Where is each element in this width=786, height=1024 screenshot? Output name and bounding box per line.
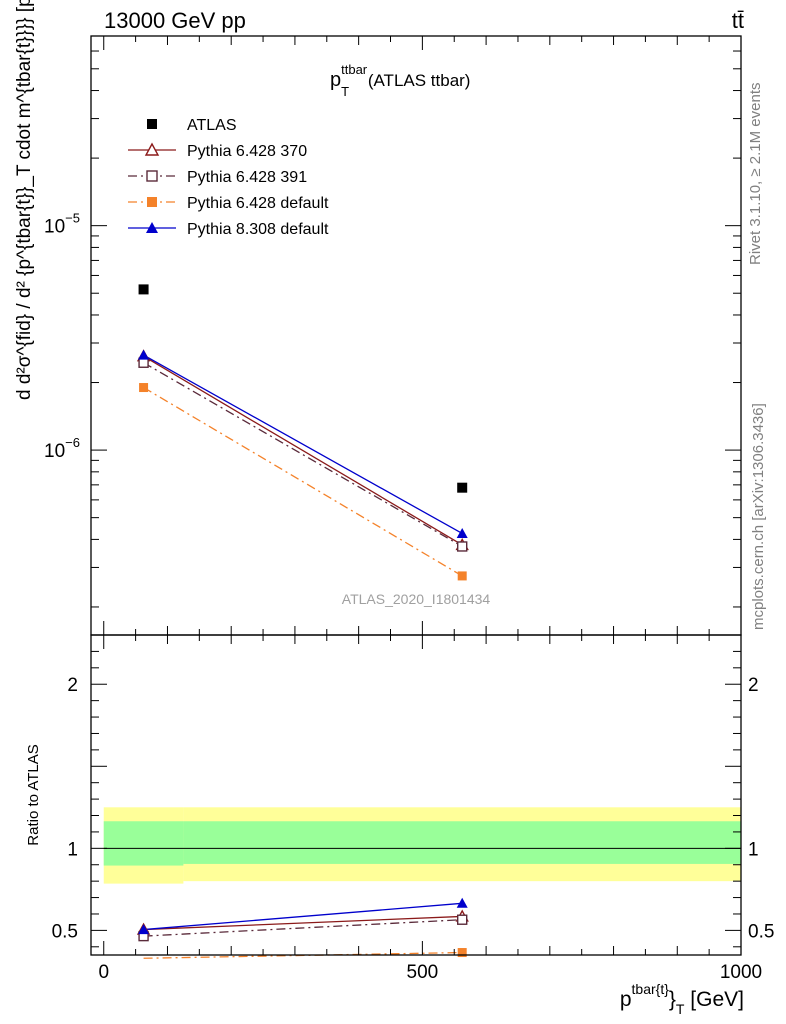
- legend-marker-atlas: [147, 119, 157, 129]
- main-line-pythia-6-428-370: [143, 355, 463, 546]
- main-y-tick-label: 10−5: [44, 211, 80, 238]
- legend-marker-pythia-6-428-391: [146, 170, 158, 182]
- header-right: tt̄: [732, 8, 744, 33]
- x-tick-label: 0: [98, 962, 109, 983]
- ratio-point-pythia-8-308-default: [138, 924, 150, 935]
- legend-marker-pythia-6-428-370: [144, 142, 160, 156]
- main-title-sup: ttbar: [341, 62, 368, 77]
- ratio-y-tick-label: 1: [67, 839, 78, 860]
- ratio-point-pythia-6-428-default: [457, 948, 467, 958]
- main-point-atlas: [457, 482, 468, 493]
- main-y-tick-label: 10−6: [44, 435, 80, 462]
- main-point-pythia-6-428-default: [139, 383, 149, 393]
- legend-label-atlas: ATLAS: [187, 117, 237, 134]
- ratio-band-green-1: [183, 821, 741, 864]
- ratio-uncertainty-bands: [103, 807, 741, 884]
- main-point-pythia-8-308-default: [138, 349, 150, 360]
- ratio-y-axis-label: Ratio to ATLAS: [25, 744, 42, 845]
- main-title: pttbar T (ATLAS ttbar): [330, 62, 470, 99]
- ratio-line-pythia-6-428-370: [143, 915, 463, 931]
- x-axis-label: ptbar{t}}T [GeV]: [620, 981, 744, 1017]
- x-tick-label: 1000: [720, 962, 762, 983]
- axes: 10−5 10−6 0 500 1000 0.5 0.5 1 1 2 2: [44, 35, 774, 983]
- x-tick-label: 500: [407, 962, 439, 983]
- legend-label-pythia-8-308-default: Pythia 8.308 default: [187, 221, 329, 238]
- legend-label-pythia-6-428-391: Pythia 6.428 391: [187, 169, 307, 186]
- main-title-sub: T: [341, 84, 349, 99]
- main-title-p: p: [330, 69, 341, 91]
- ratio-series-lines: [143, 902, 463, 959]
- ratio-y-tick-label-right: 0.5: [748, 921, 774, 942]
- legend-marker-pythia-6-428-default: [147, 197, 157, 207]
- main-point-pythia-8-308-default: [456, 527, 468, 538]
- main-point-atlas: [138, 284, 149, 295]
- ratio-y-tick-label-right: 2: [748, 675, 759, 696]
- x-axis-label-sup: tbar{t}: [632, 981, 670, 997]
- main-point-pythia-6-428-default: [457, 571, 467, 581]
- legend-marker-pythia-8-308-default: [146, 222, 158, 233]
- ratio-y-tick-label: 2: [67, 675, 78, 696]
- analysis-label: ATLAS_2020_I1801434: [342, 591, 491, 607]
- ratio-point-pythia-8-308-default: [456, 897, 468, 908]
- ratio-band-green-0: [103, 821, 184, 866]
- x-axis-label-brace: }: [669, 988, 676, 1011]
- main-y-axis-label: d d²σ^{fid} / d² {p^{tbar{t}}_T cdot m^{…: [14, 0, 35, 400]
- main-line-pythia-6-428-391: [143, 362, 463, 548]
- ratio-point-pythia-6-428-391: [457, 914, 468, 925]
- ratio-y-tick-label-right: 1: [748, 839, 759, 860]
- main-series-markers: [136, 284, 469, 581]
- ratio-line-pythia-8-308-default: [143, 902, 463, 931]
- legend: ATLAS Pythia 6.428 370 Pythia 6.428 391 Pyt…: [128, 117, 329, 238]
- ratio-y-tick-label: 0.5: [52, 921, 78, 942]
- x-axis-label-sub: T: [676, 1001, 685, 1017]
- header-left: 13000 GeV pp: [104, 8, 246, 33]
- legend-label-pythia-6-428-370: Pythia 6.428 370: [187, 143, 307, 160]
- main-line-pythia-6-428-default: [143, 386, 463, 577]
- x-axis-label-unit: [GeV]: [684, 988, 744, 1011]
- ratio-frame: [90, 634, 742, 956]
- main-series-lines: [143, 354, 463, 577]
- ratio-series-markers: [136, 897, 469, 958]
- mcplots-label: mcplots.cern.ch [arXiv:1306.3436]: [750, 403, 767, 630]
- legend-label-pythia-6-428-default: Pythia 6.428 default: [187, 195, 329, 212]
- ratio-line-pythia-6-428-391: [143, 919, 463, 937]
- main-title-rest: (ATLAS ttbar): [363, 71, 470, 90]
- main-point-pythia-6-428-391: [457, 541, 468, 552]
- x-axis-label-p: p: [620, 988, 632, 1011]
- main-line-pythia-8-308-default: [143, 354, 463, 535]
- rivet-label: Rivet 3.1.10, ≥ 2.1M events: [747, 83, 764, 266]
